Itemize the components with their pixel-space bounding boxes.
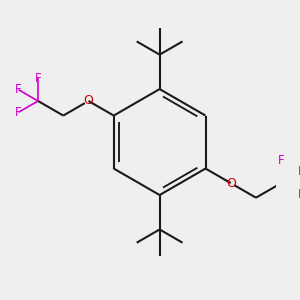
Text: F: F bbox=[297, 188, 300, 201]
Text: F: F bbox=[15, 106, 22, 119]
Text: O: O bbox=[84, 94, 93, 107]
Text: O: O bbox=[226, 177, 236, 190]
Text: F: F bbox=[297, 165, 300, 178]
Text: F: F bbox=[35, 72, 41, 85]
Text: F: F bbox=[15, 83, 22, 96]
Text: F: F bbox=[278, 154, 284, 167]
